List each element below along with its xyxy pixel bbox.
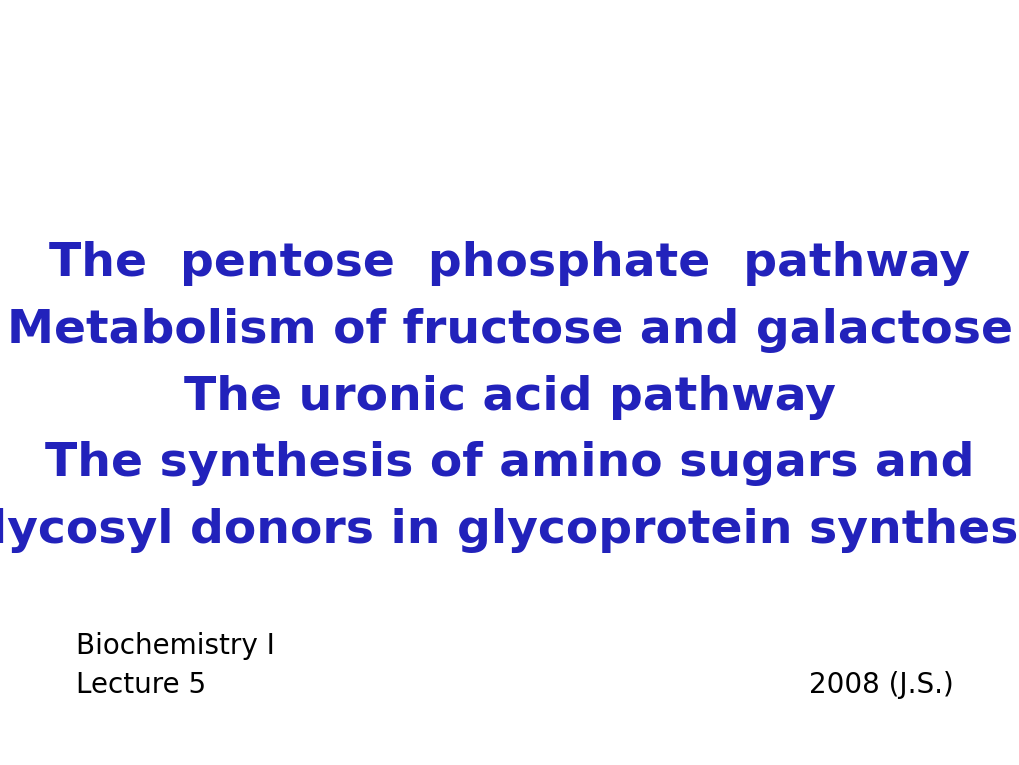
- Text: The uronic acid pathway: The uronic acid pathway: [183, 375, 836, 419]
- Text: The  pentose  phosphate  pathway: The pentose phosphate pathway: [49, 242, 970, 286]
- Text: Metabolism of fructose and galactose: Metabolism of fructose and galactose: [7, 308, 1012, 353]
- Text: 2008 (J.S.): 2008 (J.S.): [808, 671, 953, 698]
- Text: Lecture 5: Lecture 5: [76, 671, 207, 698]
- Text: Biochemistry I: Biochemistry I: [76, 633, 275, 660]
- Text: glycosyl donors in glycoprotein synthesis: glycosyl donors in glycoprotein synthesi…: [0, 508, 1019, 552]
- Text: The synthesis of amino sugars and: The synthesis of amino sugars and: [45, 441, 974, 486]
